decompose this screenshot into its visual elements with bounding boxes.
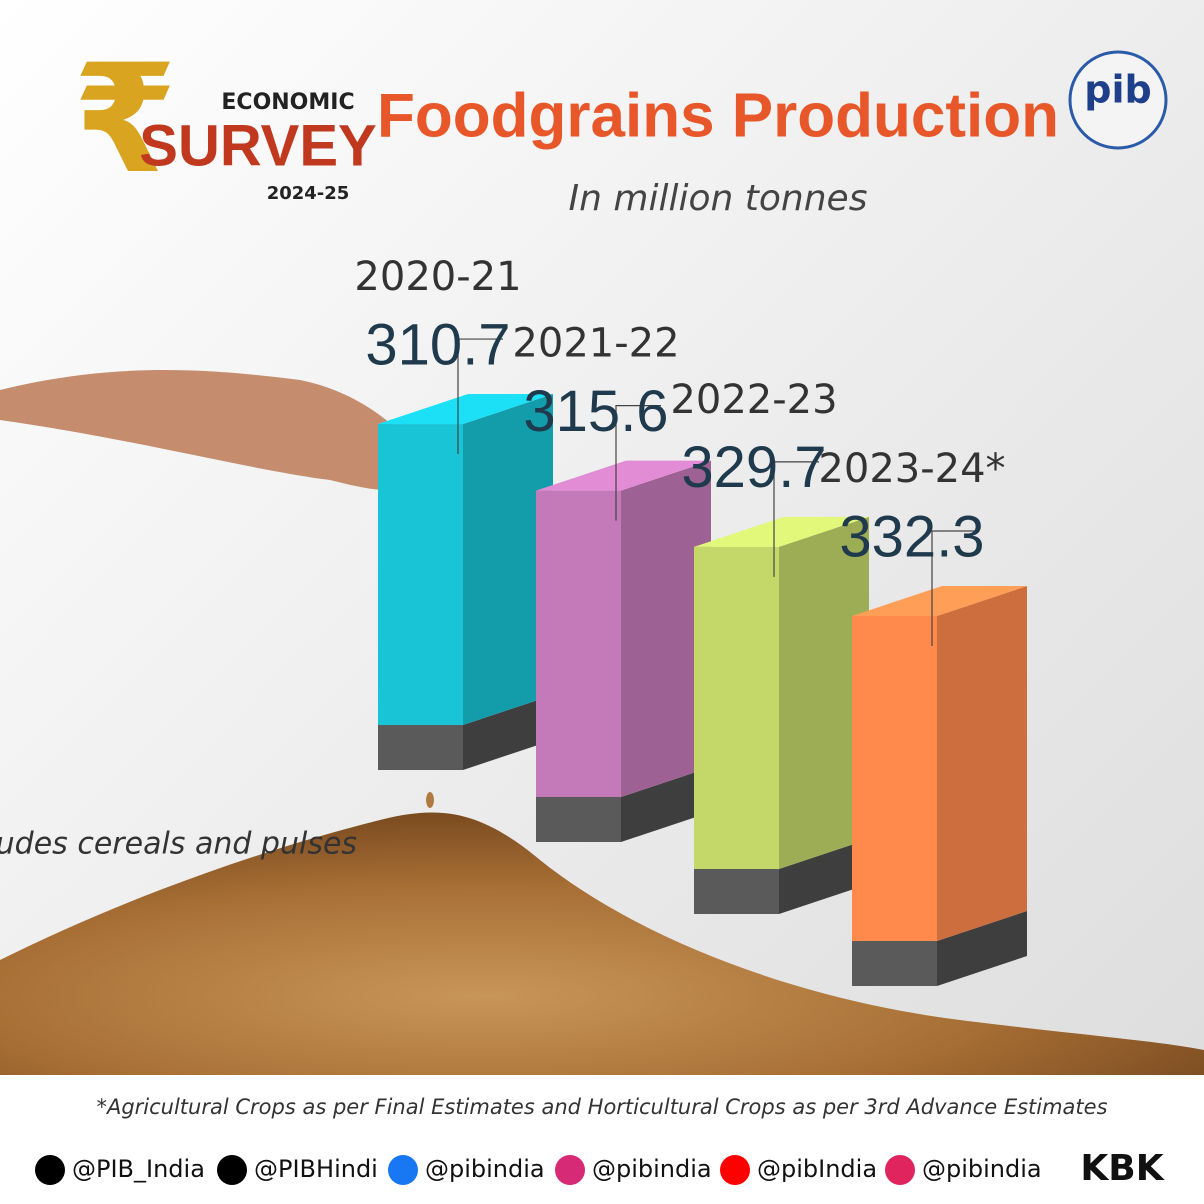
social-handle: @pibindia xyxy=(592,1155,712,1183)
rupee-logo: ₹ xyxy=(73,33,177,207)
bar xyxy=(378,424,463,725)
leader-line xyxy=(457,338,503,455)
pib-logo-text: pib xyxy=(1084,68,1151,112)
category-label: 2022-23 xyxy=(670,377,837,423)
value-label: 329.7 xyxy=(681,435,826,500)
hand xyxy=(0,370,430,490)
bar-base xyxy=(852,941,937,986)
pib-logo xyxy=(1068,50,1168,150)
credit: KBK xyxy=(1080,1148,1164,1189)
bar xyxy=(536,490,621,797)
bar-base-side xyxy=(937,911,1027,986)
category-label: 2020-21 xyxy=(354,254,521,300)
chart-subtitle: In million tonnes xyxy=(569,178,868,219)
bar-base xyxy=(378,725,463,770)
social-icon xyxy=(217,1155,247,1185)
value-label: 332.3 xyxy=(839,504,984,569)
value-label: 315.6 xyxy=(523,379,668,444)
social-icon xyxy=(388,1155,418,1185)
bar xyxy=(694,546,779,869)
bar-top xyxy=(694,516,869,547)
leader-line xyxy=(773,461,819,577)
value-label: 310.7 xyxy=(365,312,510,377)
leader-line xyxy=(931,530,977,646)
category-label: 2021-22 xyxy=(512,321,679,367)
annotation: Includes cereals and pulses xyxy=(0,827,357,862)
bar-base-side xyxy=(779,839,869,914)
social-icon xyxy=(885,1155,915,1185)
category-label: 2023-24* xyxy=(818,446,1005,492)
footer-band xyxy=(0,1075,1204,1204)
social-handle: @PIB_India xyxy=(72,1155,205,1183)
leader-line xyxy=(615,404,661,521)
bar-top xyxy=(378,394,553,425)
bar-base-side xyxy=(621,767,711,842)
social-handle: @pibIndia xyxy=(757,1155,877,1183)
social-icon xyxy=(35,1155,65,1185)
social-handle: @PIBHindi xyxy=(254,1155,378,1183)
bar-side xyxy=(463,394,553,725)
bar-base-side xyxy=(463,695,553,770)
bar-side xyxy=(779,516,869,869)
bar-base xyxy=(694,869,779,914)
social-handle: @pibindia xyxy=(425,1155,545,1183)
bar-top xyxy=(536,460,711,491)
bar-side xyxy=(621,460,711,797)
bar xyxy=(852,616,937,941)
social-icon xyxy=(720,1155,750,1185)
grain-pile xyxy=(0,812,1204,1075)
brand-main: SURVEY xyxy=(139,113,376,178)
social-icon xyxy=(555,1155,585,1185)
bar-side xyxy=(937,586,1027,941)
bar-base xyxy=(536,797,621,842)
brand-year: 2024-25 xyxy=(267,183,350,204)
brand-top: ECONOMIC xyxy=(221,90,354,115)
social-handle: @pibindia xyxy=(922,1155,1042,1183)
chart-title: Foodgrains Production xyxy=(377,81,1059,150)
footnote: *Agricultural Crops as per Final Estimat… xyxy=(96,1095,1107,1119)
bar-top xyxy=(852,586,1027,616)
